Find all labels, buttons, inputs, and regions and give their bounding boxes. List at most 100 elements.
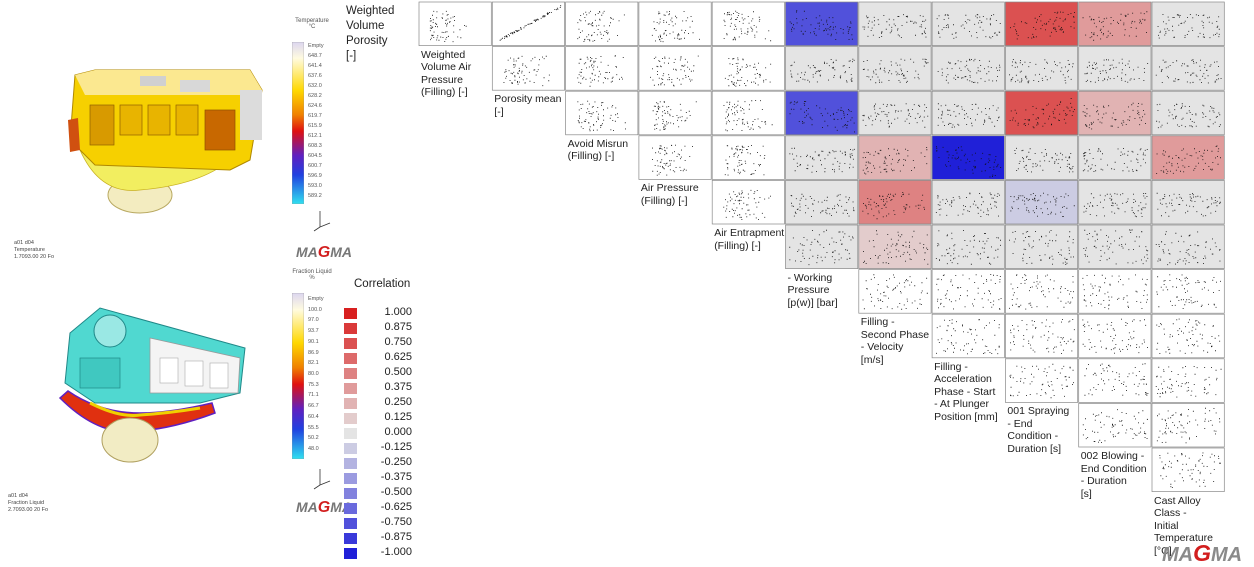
correlation-cell-bg [1078,313,1152,359]
scatter-cell-r3-c8 [1005,135,1079,180]
scale-label: 615.9 [308,123,322,129]
legend-label: -0.500 [380,486,412,498]
scatter-cell-r3-c6 [858,135,932,180]
scatter-cell-r2-c7 [931,90,1005,136]
legend-swatch [344,398,357,409]
scatter-cell-r2-c6 [858,90,932,136]
diagonal-label: Porosity mean [-] [494,93,562,118]
legend-entry: -0.875 [344,531,414,545]
legend-entry: 0.125 [344,411,414,425]
scale-label: 86.9 [308,349,319,356]
scatter-cell-r3-c5 [785,135,859,180]
legend-label: 0.250 [384,396,412,408]
legend-entry: -0.500 [344,486,414,500]
scale-label: 612.1 [308,133,322,139]
scatter-points [935,230,1001,265]
correlation-cell-bg [711,180,785,225]
scatter-cell-r6-c9 [1078,269,1152,314]
correlation-cell-bg [785,1,859,46]
legend-label: 0.500 [384,366,412,378]
correlation-cell-bg [1078,46,1152,91]
scatter-points [936,146,1002,178]
scatter-cell-r0-c10 [1151,1,1225,46]
scatter-cell-r1-c1 [491,46,565,91]
correlation-cell-bg [638,135,712,180]
scatter-points [862,58,929,84]
scatter-cell-r2-c5 [785,90,859,136]
scatter-cell-r1-c3 [638,46,712,91]
scatter-cell-r6-c7 [931,269,1005,314]
scatter-points [429,10,467,43]
correlation-cell-bg [1005,135,1079,180]
correlation-cell-bg [1151,46,1225,91]
scale-label: Empty [308,296,324,302]
legend-entry: 0.250 [344,396,414,410]
legend-label: 0.125 [384,411,412,423]
scatter-cell-r0-c7 [931,1,1005,46]
scatter-cell-r1-c4 [711,46,785,91]
scatter-points [1010,11,1075,40]
legend-entry: 0.375 [344,381,414,395]
legend-swatch [344,428,357,439]
correlation-cell-bg [785,224,859,269]
correlation-cell-bg [858,1,932,46]
simulation-meta-text: a01 d04 Fraction Liquid 2.7093.00 20 Fo [8,493,49,513]
scatter-points [577,100,626,132]
correlation-cell-bg [1151,1,1225,46]
legend-label: -0.250 [380,456,412,468]
legend-swatch [344,338,357,349]
scale-label: 637.6 [308,73,322,79]
scatter-cell-r5-c5 [785,224,859,269]
scale-label: 619.7 [308,113,322,119]
legend-label: 1.000 [384,306,412,318]
scatter-points [1010,192,1075,217]
correlation-cell-bg [858,46,932,91]
scale-label: 50.2 [308,435,319,442]
legend-label: -0.625 [380,501,412,513]
legend-entry: 0.500 [344,366,414,380]
correlation-cell-bg [931,90,1005,136]
correlation-cell-bg [1005,1,1079,46]
scatter-points [652,144,693,176]
scatter-points [1155,59,1222,84]
scale-label: 93.7 [308,328,319,335]
scatter-cell-r3-c4 [711,135,785,180]
scale-label: 624.6 [308,103,322,109]
legend-entry: -0.250 [344,456,414,470]
scatter-cell-r10-c10 [1151,447,1225,492]
scatter-cell-r0-c8 [1005,1,1079,46]
diagonal-label: Filling - Acceleration Phase - Start - A… [934,360,998,423]
scale-label: 75.3 [308,381,319,388]
scatter-cell-r7-c7 [931,313,1005,359]
correlation-cell-bg [491,1,565,46]
scatter-cell-r0-c0 [418,1,492,46]
scatter-cell-r5-c7 [931,224,1005,269]
correlation-cell-bg [858,90,932,136]
correlation-cell-bg [1078,135,1152,180]
scatter-cell-r0-c5 [785,1,859,46]
scale-label: 97.0 [308,317,319,324]
scatter-cell-r2-c3 [638,90,712,136]
scatter-cell-r4-c10 [1151,180,1225,225]
scale-label: 90.1 [308,338,319,345]
scale-label: 82.1 [308,360,319,367]
scale-label: 80.0 [308,371,319,377]
simulation-view-temperature: Temperature °C Empty 648.7 641.4 637.6 632.0… [0,0,352,262]
diagonal-label: Air Entrapment (Filling) [-] [714,227,785,252]
correlation-cell-bg [1078,403,1152,448]
correlation-cell-bg [785,90,859,136]
legend-entry: -0.625 [344,501,414,515]
scatter-cell-r4-c5 [785,180,859,225]
correlation-cell-bg [931,1,1005,46]
correlation-cell-bg [1005,224,1079,269]
correlation-cell-bg [638,90,712,136]
scatter-points [862,274,928,310]
scatter-cell-r6-c8 [1005,269,1079,314]
legend-label: -0.125 [380,441,412,453]
scatter-points [862,14,927,38]
legend-entry: -0.375 [344,471,414,485]
scatter-cell-r1-c7 [931,46,1005,91]
scale-label: 632.0 [308,83,322,89]
scatter-cell-r1-c2 [565,46,639,91]
scatter-cell-r3-c3 [638,135,712,180]
